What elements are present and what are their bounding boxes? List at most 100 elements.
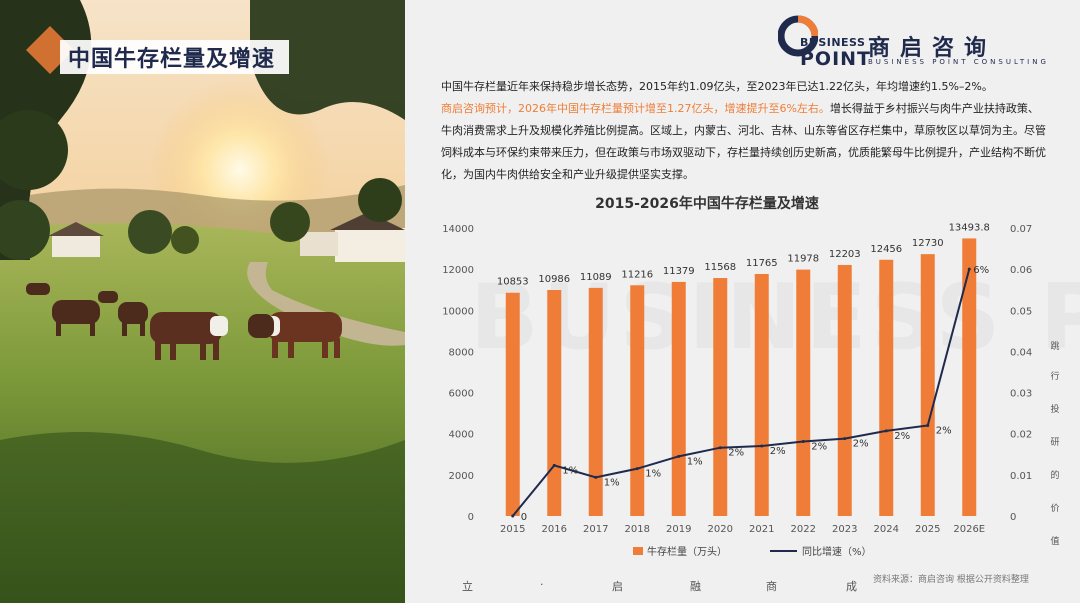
x-tick-label: 2020 xyxy=(708,524,733,535)
bar-value-label: 12456 xyxy=(870,244,902,255)
y-left-tick-label: 6000 xyxy=(449,389,474,400)
growth-point xyxy=(635,467,639,471)
bar xyxy=(713,278,728,516)
side-char: 行 xyxy=(1050,372,1060,382)
y-left-tick-label: 12000 xyxy=(442,265,474,276)
legend-bar-swatch xyxy=(633,547,643,555)
bar xyxy=(754,273,769,516)
y-left-tick-label: 14000 xyxy=(442,224,474,235)
growth-label: 2% xyxy=(894,431,910,442)
source-note: 资料来源：商启咨询 根据公开资料整理 xyxy=(873,575,1029,585)
livestock-chart: 2015-2026年中国牛存栏量及增速 0 2000 4000 6000 8000 100… xyxy=(442,195,1032,558)
y-left-tick-label: 8000 xyxy=(449,347,474,358)
y-right-tick-label: 0.07 xyxy=(1010,224,1032,235)
footer-char: 立 xyxy=(462,580,473,593)
side-char: 研 xyxy=(1050,438,1060,448)
x-tick-label: 2015 xyxy=(500,524,525,535)
logo-en-line1: BUSINESS xyxy=(800,36,866,49)
growth-label: 1% xyxy=(604,477,620,488)
pasture-photo xyxy=(0,0,405,603)
legend-bar-label: 牛存栏量（万头） xyxy=(647,545,727,558)
line-labels: 0 1% 1% 1% 1% 2% 2% 2% 2% 2% 2% 6% xyxy=(521,265,989,523)
y-right-tick-label: 0.01 xyxy=(1010,471,1032,482)
bar-value-label: 11765 xyxy=(746,258,778,269)
growth-label: 1% xyxy=(562,465,578,476)
intro-line1: 中国牛存栏量近年来保持稳步增长态势，2015年约1.09亿头，至2023年已达1… xyxy=(441,80,993,93)
intro-paragraph: 中国牛存栏量近年来保持稳步增长态势，2015年约1.09亿头，至2023年已达1… xyxy=(441,76,1049,186)
growth-point xyxy=(926,423,930,427)
bar-labels: 10853 10986 11089 11216 11379 11568 11765 11978… xyxy=(497,222,990,287)
growth-label: 2% xyxy=(770,446,786,457)
growth-label: 2% xyxy=(936,425,952,436)
x-tick-label: 2018 xyxy=(625,524,650,535)
x-tick-label: 2025 xyxy=(915,524,940,535)
bar-value-label: 11216 xyxy=(621,269,653,280)
legend-line-label: 同比增速（%） xyxy=(802,545,872,558)
bar-value-label: 11089 xyxy=(580,272,612,283)
growth-line xyxy=(511,268,971,517)
bar-value-label: 11379 xyxy=(663,266,695,277)
chart-legend: 牛存栏量（万头） 同比增速（%） xyxy=(633,545,872,558)
bar xyxy=(962,238,977,516)
x-axis-ticks: 2015 2016 2017 2018 2019 2020 2021 2022 2023 2024… xyxy=(500,524,985,535)
title-bar: 中国牛存栏量及增速 xyxy=(60,40,290,74)
line-series xyxy=(511,267,971,518)
growth-point xyxy=(801,440,805,444)
footer-char: 启 xyxy=(612,580,623,593)
logo-subtitle: BUSINESS POINT CONSULTING xyxy=(868,58,1049,66)
side-char: 价 xyxy=(1050,504,1060,514)
bar xyxy=(796,269,811,516)
growth-label: 1% xyxy=(645,469,661,480)
footer-char: 商 xyxy=(766,580,777,593)
x-tick-label: 2026E xyxy=(953,524,985,535)
growth-point xyxy=(718,446,722,450)
bar xyxy=(879,259,894,516)
bar-series xyxy=(505,238,977,516)
y-right-tick-label: 0.06 xyxy=(1010,265,1032,276)
footer-char: · xyxy=(540,578,544,591)
side-char: 值 xyxy=(1050,537,1060,547)
growth-point xyxy=(967,267,971,271)
x-tick-label: 2023 xyxy=(832,524,857,535)
y-left-tick-label: 4000 xyxy=(449,430,474,441)
bar-value-label: 10853 xyxy=(497,277,529,288)
y-right-tick-label: 0.03 xyxy=(1010,389,1032,400)
logo-english: BUSINESS POINT xyxy=(800,36,871,69)
bar-value-label: 13493.8 xyxy=(949,222,990,233)
growth-label: 2% xyxy=(853,439,869,450)
intro-highlight: 商启咨询预计，2026年中国牛存栏量预计增至1.27亿头，增速提升至6%左右。 xyxy=(441,102,830,115)
page-title: 中国牛存栏量及增速 xyxy=(68,47,276,72)
growth-label: 0 xyxy=(521,512,527,523)
footer-char: 成 xyxy=(846,580,857,593)
y-right-tick-label: 0.02 xyxy=(1010,430,1032,441)
growth-point xyxy=(760,444,764,448)
side-char: 跳 xyxy=(1050,342,1060,352)
bar-value-label: 11568 xyxy=(704,262,736,273)
side-char: 投 xyxy=(1050,405,1060,415)
x-tick-label: 2021 xyxy=(749,524,774,535)
y-left-tick-label: 0 xyxy=(468,512,474,523)
growth-point xyxy=(677,454,681,458)
bar-value-label: 12203 xyxy=(829,249,861,260)
intro-rest: 增长得益于乡村振兴与肉牛产业扶持政策、牛肉消费需求上升及规模化养殖比例提高。区域… xyxy=(441,102,1046,181)
x-tick-label: 2024 xyxy=(874,524,899,535)
side-char: 的 xyxy=(1050,471,1060,481)
growth-point xyxy=(552,463,556,467)
pasture-illustration xyxy=(0,0,405,603)
growth-label: 6% xyxy=(973,265,989,276)
x-tick-label: 2019 xyxy=(666,524,691,535)
logo-chinese: 商启咨询 xyxy=(868,36,997,61)
company-logo: BUSINESS POINT 商启咨询 BUSINESS POINT CONSU… xyxy=(778,14,1068,74)
logo-mark-icon xyxy=(778,15,818,57)
bar xyxy=(630,285,645,516)
chart-title: 2015-2026年中国牛存栏量及增速 xyxy=(595,195,819,212)
x-tick-label: 2016 xyxy=(542,524,567,535)
y-right-tick-label: 0 xyxy=(1010,512,1016,523)
x-tick-label: 2017 xyxy=(583,524,608,535)
right-axis: 0 0.01 0.02 0.03 0.04 0.05 0.06 0.07 xyxy=(1010,224,1032,523)
bar xyxy=(837,264,852,516)
growth-point xyxy=(594,475,598,479)
y-left-tick-label: 2000 xyxy=(449,471,474,482)
growth-point xyxy=(843,437,847,441)
bar xyxy=(547,290,562,516)
